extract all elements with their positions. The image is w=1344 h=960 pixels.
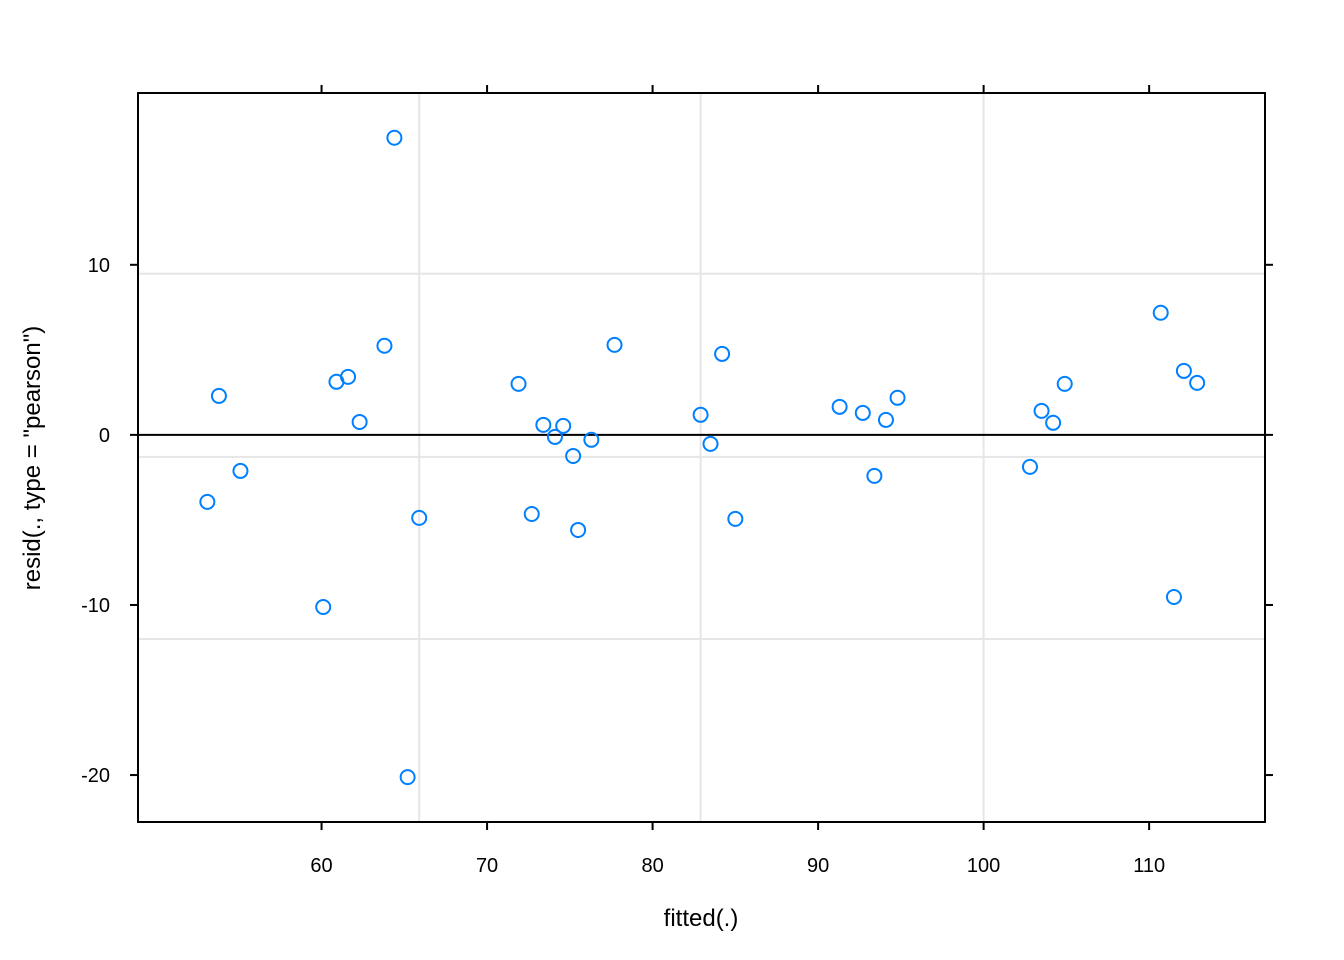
x-tick-label: 100 [967, 855, 1000, 877]
point [1165, 588, 1182, 605]
point [1045, 414, 1062, 431]
point [510, 375, 527, 392]
point [727, 510, 744, 527]
y-tick-label: 0 [99, 425, 110, 447]
y-axis-title: resid(., type = "pearson") [19, 326, 46, 591]
x-tick-label: 110 [1133, 855, 1165, 877]
point [386, 129, 403, 146]
point [411, 509, 428, 526]
point [565, 447, 582, 464]
point [692, 406, 709, 423]
point [376, 337, 393, 354]
point [583, 431, 600, 448]
point [546, 428, 563, 445]
x-axis-title: fitted(.) [664, 905, 739, 932]
point [199, 493, 216, 510]
point [1033, 402, 1050, 419]
point [315, 599, 332, 616]
y-tick-label: 10 [88, 255, 110, 277]
point [1056, 375, 1073, 392]
point [523, 505, 540, 522]
point [210, 387, 227, 404]
point [570, 521, 587, 538]
x-tick-label: 60 [310, 855, 332, 877]
point [1152, 304, 1169, 321]
x-tick-label: 90 [807, 855, 829, 877]
point [866, 467, 883, 484]
point [854, 404, 871, 421]
plot-frame [137, 92, 1266, 823]
point [232, 462, 249, 479]
point [1175, 362, 1192, 379]
point [702, 435, 719, 452]
x-tick-label: 80 [641, 855, 663, 877]
point [1189, 374, 1206, 391]
point [1021, 458, 1038, 475]
point [714, 345, 731, 362]
point [399, 769, 416, 786]
point [351, 413, 368, 430]
point [535, 416, 552, 433]
y-tick-label: -10 [81, 595, 110, 617]
point [889, 389, 906, 406]
y-tick-label: -20 [81, 765, 110, 787]
point [831, 398, 848, 415]
x-tick-label: 70 [476, 855, 498, 877]
point [340, 368, 357, 385]
point [877, 411, 894, 428]
point [555, 417, 572, 434]
point [606, 336, 623, 353]
